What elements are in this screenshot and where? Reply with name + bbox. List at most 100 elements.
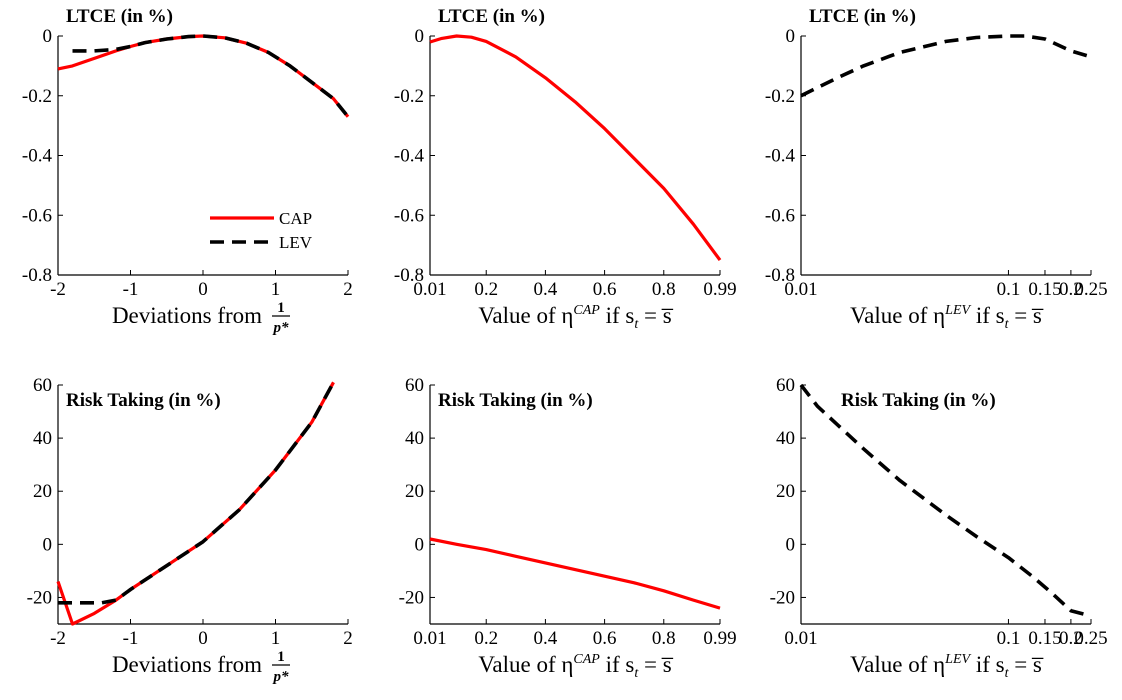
y-tick-label: 40: [33, 428, 52, 449]
x-tick-label: 0.4: [534, 279, 558, 300]
chart-panel-6: 60 40 20 0 -20 0.01 0.1 0.150.20.25 Risk Taking …: [770, 375, 1108, 681]
x-axis-label-subscript: t: [1005, 666, 1010, 681]
y-tick-label: 40: [776, 428, 795, 449]
x-tick-label: 0.15: [1028, 628, 1061, 649]
y-tick-label: 20: [776, 481, 795, 502]
x-axis-label-tail: = s̅: [638, 303, 673, 328]
x-tick-label: 0.15: [1028, 279, 1061, 300]
y-tick-label: 60: [33, 375, 52, 396]
y-tick-label: -0.6: [22, 205, 52, 226]
x-tick-label: 0.01: [413, 628, 446, 649]
x-tick-label: 0.01: [413, 279, 446, 300]
x-axis-label: Value of ηCAP if st = s̅: [478, 652, 673, 681]
y-tick-label: -0.8: [22, 265, 52, 286]
chart-title: Risk Taking (in %): [66, 390, 221, 411]
y-tick-label: -0.8: [394, 265, 424, 286]
legend-label-lev: LEV: [279, 233, 313, 252]
x-axis-label-superscript: CAP: [573, 652, 600, 667]
x-tick-label: -2: [50, 279, 66, 300]
y-tick-label: -0.8: [765, 265, 795, 286]
x-axis-label-prefix: Value of η: [850, 652, 945, 677]
y-tick-label: 20: [33, 481, 52, 502]
chart-title: LTCE (in %): [809, 6, 916, 27]
x-axis-label-tail: = s̅: [638, 652, 673, 677]
y-tick-label: 0: [43, 534, 53, 555]
series-line-cap: [429, 34, 722, 262]
y-tick-label: -20: [399, 587, 424, 608]
series-line-lev: [58, 381, 336, 605]
y-tick-label: 0: [415, 26, 425, 47]
x-axis-label-tail: = s̅: [1008, 652, 1043, 677]
y-tick-label: -20: [27, 587, 52, 608]
x-axis-label-fraction-numerator: 1: [277, 300, 285, 316]
x-axis-label-fraction-denominator: p*: [272, 320, 290, 336]
x-axis-label: Deviations from: [112, 303, 262, 328]
x-tick-label: 0.01: [784, 279, 817, 300]
x-tick-label: 0.2: [1059, 628, 1083, 649]
x-axis-label-subscript: t: [1005, 317, 1010, 332]
y-tick-label: -0.2: [765, 86, 795, 107]
y-tick-label: -0.4: [765, 146, 796, 167]
y-tick-label: -0.2: [22, 86, 52, 107]
x-tick-label: -2: [50, 628, 66, 649]
x-tick-label: 0.6: [593, 628, 617, 649]
x-tick-label: 2: [343, 628, 353, 649]
x-tick-label: -1: [123, 628, 139, 649]
x-tick-label: 0.99: [703, 628, 736, 649]
chart-title: LTCE (in %): [66, 6, 173, 27]
chart-title: Risk Taking (in %): [438, 390, 593, 411]
x-axis-label-tail: = s̅: [1008, 303, 1043, 328]
x-tick-label: 1: [271, 628, 281, 649]
y-tick-label: 0: [43, 26, 53, 47]
y-tick-label: 60: [405, 375, 424, 396]
x-axis-label-middle: if s: [970, 652, 1005, 677]
x-axis-label-superscript: LEV: [944, 303, 971, 318]
x-axis-label: Value of ηCAP if st = s̅: [478, 303, 673, 332]
x-axis-label-middle: if s: [600, 652, 635, 677]
x-tick-label: 1: [271, 279, 281, 300]
x-tick-label: 2: [343, 279, 353, 300]
x-tick-label: -1: [123, 279, 139, 300]
x-axis-label: Deviations from: [112, 652, 262, 677]
legend-label-cap: CAP: [279, 209, 312, 228]
y-tick-label: 0: [786, 26, 796, 47]
x-tick-label: 0.4: [534, 628, 558, 649]
series-line-lev: [799, 383, 1092, 618]
x-tick-label: 0: [198, 628, 208, 649]
x-tick-label: 0.1: [997, 628, 1021, 649]
chart-panel-5: 60 40 20 0 -20 0.01 0.2 0.4 0.6 0.8 0.99 Risk Takin…: [399, 375, 737, 681]
x-axis-label-subscript: t: [634, 317, 639, 332]
y-tick-label: -0.2: [394, 86, 424, 107]
x-axis-label-middle: if s: [600, 303, 635, 328]
y-tick-label: 0: [786, 534, 796, 555]
x-axis-label: Value of ηLEV if st = s̅: [850, 303, 1043, 332]
x-axis-label-subscript: t: [634, 666, 639, 681]
x-tick-label: 0.2: [1059, 279, 1083, 300]
legend: CAP LEV: [210, 209, 313, 252]
series-line-cap: [57, 34, 350, 118]
x-tick-label: 0.01: [784, 628, 817, 649]
y-tick-label: 0: [415, 534, 425, 555]
y-tick-label: -0.6: [765, 205, 795, 226]
chart-title: LTCE (in %): [438, 6, 545, 27]
x-axis-label-prefix: Value of η: [850, 303, 945, 328]
x-axis-label-prefix: Value of η: [478, 303, 573, 328]
y-tick-label: -0.4: [22, 146, 53, 167]
chart-panel-2: 0 -0.2 -0.4 -0.6 -0.80.01 0.2 0.4 0.6 0.8 0.99 LTC…: [394, 6, 737, 332]
y-tick-label: 60: [776, 375, 795, 396]
y-tick-label: -0.6: [394, 205, 424, 226]
series-line-lev: [72, 34, 350, 118]
x-tick-label: 0.1: [997, 279, 1021, 300]
x-axis-label-fraction-denominator: p*: [272, 669, 290, 685]
x-tick-label: 0.6: [593, 279, 617, 300]
x-axis-label-fraction-numerator: 1: [277, 649, 285, 665]
x-tick-label: 0.2: [474, 628, 498, 649]
series-line-cap: [429, 537, 721, 610]
y-tick-label: -0.4: [394, 146, 425, 167]
x-axis-label-superscript: CAP: [573, 303, 600, 318]
x-axis-label-prefix: Value of η: [478, 652, 573, 677]
y-tick-label: -20: [770, 587, 795, 608]
series-line-lev: [800, 34, 1092, 98]
x-tick-label: 0.25: [1074, 279, 1107, 300]
